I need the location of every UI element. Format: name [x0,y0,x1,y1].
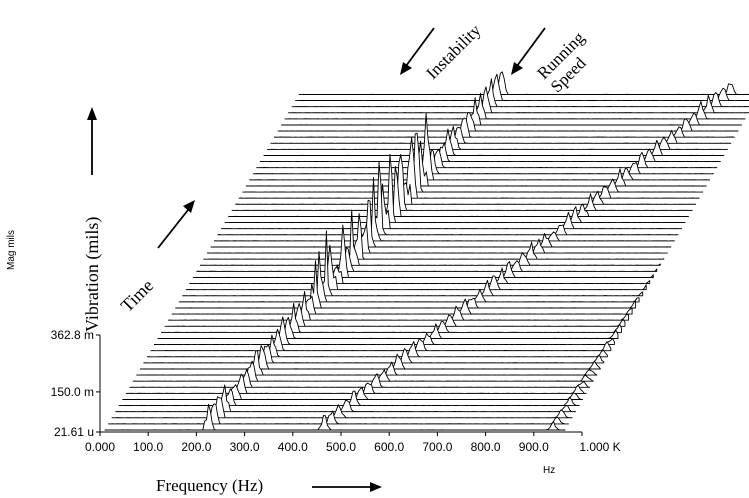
waterfall-slice [143,344,605,364]
waterfall-slice [146,334,608,358]
waterfall-slice [231,154,693,211]
annotation-running-speed-label: RunningSpeed [533,28,602,97]
x-axis-arrow [312,482,382,492]
y-axis-ticks: 362.8 m 150.0 m 21.61 u [51,328,100,439]
waterfall-slice [263,128,725,156]
waterfall-slice [252,149,714,175]
x-tick-label: 700.0 [422,440,452,454]
y-axis-arrow [87,107,97,175]
x-tick-label: 0.000 [85,440,115,454]
waterfall-slice [104,403,566,431]
time-axis-arrow [157,200,195,249]
waterfall-slice [185,244,647,291]
waterfall-slice [125,373,587,394]
waterfall-slice [168,291,629,321]
x-tick-label: 100.0 [133,440,163,454]
waterfall-slice [288,86,749,114]
y-tick-label: 21.61 u [54,425,94,439]
x-tick-label: 400.0 [278,440,308,454]
waterfall-slice [192,224,654,278]
waterfall-slice [132,360,594,382]
annotation-running-speed: RunningSpeed [511,27,602,97]
waterfall-slice [277,112,739,132]
waterfall-slice [228,166,689,217]
waterfall-slice [182,230,644,297]
y-tick-label: 150.0 m [51,385,94,399]
waterfall-slice [161,302,622,333]
waterfall-slice [291,78,749,108]
x-tick-label: 600.0 [374,440,404,454]
x-axis-ticks: 0.000 100.0 200.0 300.0 400.0 500.0 600.0 700.0… [85,432,621,454]
waterfall-slice [210,199,672,248]
waterfall-slice [136,350,598,376]
waterfall-slice [196,246,658,272]
x-axis-unit: Hz [543,465,555,476]
x-tick-label: 1.000 K [579,440,620,454]
waterfall-slice [199,209,661,266]
waterfall-slice [259,141,721,163]
waterfall-slice [129,369,591,388]
waterfall-slice [178,250,640,303]
waterfall-slice [111,396,573,419]
waterfall-slice [238,137,700,199]
waterfall-slice [153,316,615,346]
x-axis-label: Frequency (Hz) [156,476,263,495]
waterfall-slice [298,71,749,95]
x-tick-label: 900.0 [519,440,549,454]
waterfall-slice [221,183,682,230]
waterfall-slice [242,132,704,193]
waterfall-slice [213,177,675,242]
waterfall-slice [295,73,749,102]
waterfall-slice [284,92,746,120]
waterfall-slice [203,213,665,260]
waterfall-slice [157,316,619,339]
x-tick-label: 300.0 [230,440,260,454]
x-tick-label: 500.0 [326,440,356,454]
y-axis-small-label: Mag mils [6,230,17,270]
waterfall-slice [273,117,735,138]
waterfall-slice [139,344,601,370]
waterfall-slice [249,112,711,181]
y-tick-label: 362.8 m [51,328,94,342]
waterfall-slice [206,223,668,254]
waterfall-slice [224,154,686,224]
waterfall-slice [164,303,626,327]
time-axis-label: Time [117,275,158,316]
waterfall-slice [108,403,569,425]
waterfall-slices [104,71,749,431]
x-tick-label: 800.0 [471,440,501,454]
x-tick-label: 200.0 [181,440,211,454]
annotation-instability: Instability [400,20,485,83]
waterfall-slice [281,97,742,126]
waterfall-slice [171,295,633,315]
waterfall-slice [115,384,577,413]
waterfall-slice [150,328,612,352]
y-axis-label: Vibration (mils) [82,217,103,332]
waterfall-slice [245,140,707,187]
waterfall-slice [118,388,580,407]
waterfall-slice [256,148,718,169]
waterfall-slice [235,179,697,205]
waterfall-slice [175,260,637,309]
waterfall-slice [217,161,679,236]
waterfall-slice [189,267,651,285]
